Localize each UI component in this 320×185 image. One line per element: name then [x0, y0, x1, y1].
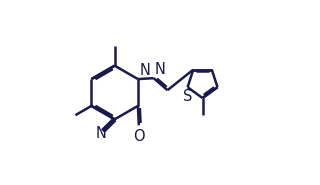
Text: S: S	[183, 89, 192, 104]
Text: N: N	[95, 126, 106, 141]
Text: N: N	[140, 63, 150, 78]
Text: O: O	[133, 130, 145, 144]
Text: N: N	[154, 62, 165, 77]
